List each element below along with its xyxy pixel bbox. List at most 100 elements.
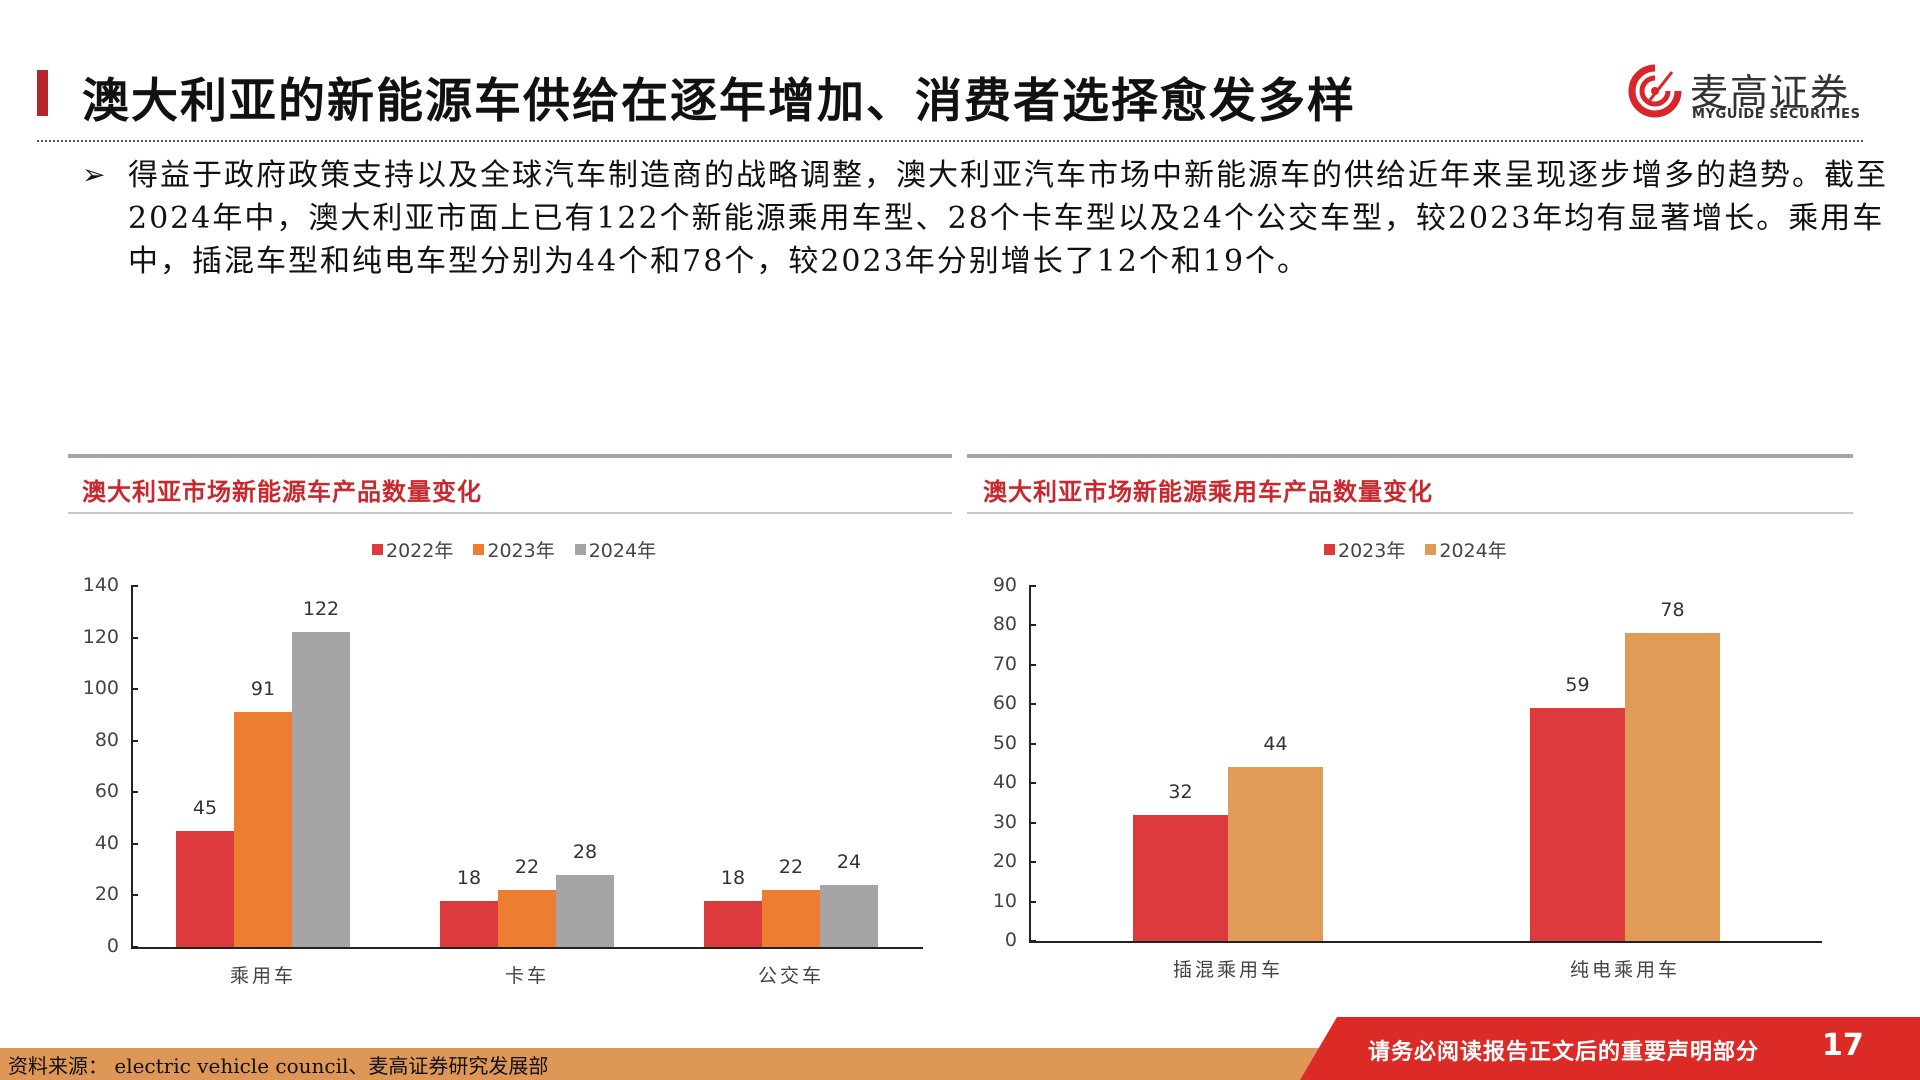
y-tick: [1029, 821, 1036, 824]
bar-value-label: 32: [1168, 780, 1193, 803]
left-panel-separator: [68, 512, 952, 514]
legend-item-2023: 2023年: [1324, 536, 1405, 563]
bar: [1228, 767, 1323, 941]
header-divider: [37, 140, 1863, 142]
legend-swatch-light-orange: [1425, 544, 1437, 555]
bar-value-label: 22: [514, 856, 540, 879]
y-tick: [1029, 663, 1036, 666]
y-tick: [1029, 782, 1036, 785]
y-tick: [1029, 742, 1036, 745]
y-tick: [131, 946, 138, 948]
left-bar-chart: 0 20 40 60 80 100 120 140 45 91 122 乘用车 18 22 28 卡车 18 22…: [0, 0, 960, 1000]
right-panel-separator: [967, 512, 1853, 514]
y-tick: [1029, 585, 1036, 587]
bar-value-label: 44: [1263, 733, 1288, 756]
y-tick-label: 40: [992, 771, 1017, 794]
bar-value-label: 22: [778, 856, 804, 879]
y-tick-label: 30: [992, 810, 1017, 833]
disclaimer-notice: 请务必阅读报告正文后的重要声明部分: [1368, 1039, 1760, 1065]
y-tick-label: 90: [992, 574, 1017, 596]
left-chart-legend: 2022年 2023年 2024年: [372, 536, 656, 563]
y-tick-label: 60: [94, 780, 119, 803]
page-title: 澳大利亚的新能源车供给在逐年增加、消费者选择愈发多样: [82, 74, 1356, 129]
footer-red-banner: [1300, 1017, 1920, 1080]
bar: [234, 712, 292, 947]
category-label: 乘用车: [229, 965, 296, 987]
y-tick-label: 70: [992, 652, 1017, 675]
legend-item-2023: 2023年: [473, 536, 555, 563]
y-tick: [131, 636, 138, 639]
y-tick-label: 10: [992, 889, 1017, 912]
y-tick-label: 0: [1004, 929, 1017, 951]
legend-swatch-red: [372, 544, 383, 555]
y-tick-label: 50: [992, 731, 1017, 754]
bar: [498, 890, 556, 947]
category-label: 插混乘用车: [1172, 959, 1283, 981]
bar-value-label: 28: [572, 840, 598, 863]
right-chart-legend: 2023年 2024年: [1324, 536, 1507, 563]
left-chart-title: 澳大利亚市场新能源车产品数量变化: [82, 477, 482, 506]
legend-swatch-orange: [473, 544, 485, 555]
bar-value-label: 59: [1565, 674, 1590, 697]
bar-value-label: 78: [1660, 599, 1685, 622]
page-number: 17: [1822, 1028, 1864, 1063]
y-tick: [1029, 861, 1036, 864]
y-tick: [1029, 624, 1036, 627]
bar-value-label: 91: [250, 678, 276, 701]
y-tick: [131, 842, 138, 845]
bar: [762, 890, 820, 947]
bar: [556, 874, 614, 947]
y-tick-label: 20: [94, 883, 119, 906]
y-tick-label: 0: [106, 935, 119, 957]
left-y-axis: [131, 586, 133, 949]
y-tick-label: 60: [992, 692, 1017, 715]
bar: [292, 632, 350, 947]
right-y-axis: [1029, 586, 1031, 943]
bar: [1625, 633, 1720, 941]
right-x-axis: [1029, 941, 1822, 943]
y-tick-label: 140: [82, 574, 119, 596]
y-tick: [131, 791, 138, 794]
bar-value-label: 18: [456, 866, 482, 889]
legend-swatch-red: [1324, 544, 1335, 555]
y-tick-label: 80: [94, 728, 119, 751]
bar: [176, 830, 234, 947]
logo-text-cn: 麦高证券: [1690, 71, 1851, 115]
category-label: 纯电乘用车: [1569, 959, 1680, 981]
arrow-bullet-icon: ➢: [82, 158, 106, 191]
bar: [1530, 708, 1625, 941]
bar: [440, 900, 498, 947]
company-logo: 麦高证券 MYGUIDE SECURITIES: [1624, 60, 1884, 124]
legend-item-2022: 2022年: [372, 536, 453, 563]
y-tick-label: 120: [82, 625, 119, 648]
bar-value-label: 24: [836, 851, 862, 874]
bar: [820, 885, 878, 947]
left-panel-top-rule: [68, 454, 952, 458]
y-tick: [131, 739, 138, 742]
y-tick-label: 100: [82, 677, 119, 700]
myguide-logo-icon: [1628, 64, 1682, 118]
bar-value-label: 122: [302, 598, 340, 621]
bar-value-label: 18: [720, 866, 746, 889]
summary-paragraph: 得益于政府政策支持以及全球汽车制造商的战略调整，澳大利亚汽车市场中新能源车的供给…: [128, 158, 1888, 279]
y-tick: [1029, 900, 1036, 903]
source-note: 资料来源： electric vehicle council、麦高证券研究发展部: [8, 1054, 549, 1078]
bar-value-label: 45: [192, 796, 218, 819]
y-tick: [131, 894, 138, 897]
logo-text-en: MYGUIDE SECURITIES: [1692, 107, 1861, 122]
right-bar-chart: 0 10 20 30 40 50 60 70 80 90 32 44 插混乘用车 59 78 纯电乘用车: [992, 574, 1822, 981]
legend-item-2024: 2024年: [574, 536, 656, 563]
right-chart-title: 澳大利亚市场新能源乘用车产品数量变化: [983, 477, 1433, 506]
title-accent-bar: [37, 70, 48, 116]
y-tick: [1029, 940, 1036, 942]
legend-item-2024: 2024年: [1425, 536, 1507, 563]
bar: [1133, 814, 1228, 941]
right-panel-top-rule: [967, 454, 1853, 458]
category-label: 公交车: [757, 965, 824, 987]
y-tick-label: 20: [992, 850, 1017, 873]
y-tick-label: 80: [992, 613, 1017, 636]
left-x-axis: [131, 947, 923, 949]
legend-swatch-gray: [574, 544, 586, 555]
category-label: 卡车: [504, 965, 549, 987]
bar: [704, 900, 762, 947]
